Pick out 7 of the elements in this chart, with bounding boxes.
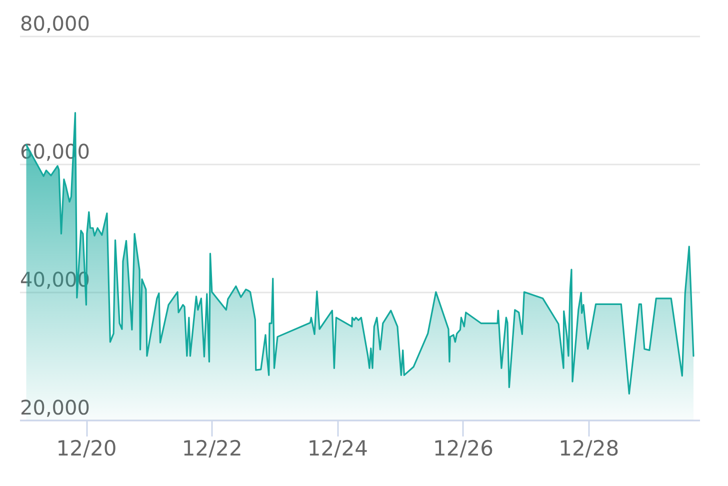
y-tick-label: 20,000 [20, 396, 90, 420]
x-tick-label: 12/20 [56, 436, 117, 460]
x-tick-label: 12/24 [307, 436, 368, 460]
x-tick-label: 12/26 [433, 436, 494, 460]
x-tick-label: 12/22 [182, 436, 242, 460]
y-tick-label: 80,000 [20, 12, 90, 36]
x-tick-label: 12/28 [558, 436, 620, 460]
